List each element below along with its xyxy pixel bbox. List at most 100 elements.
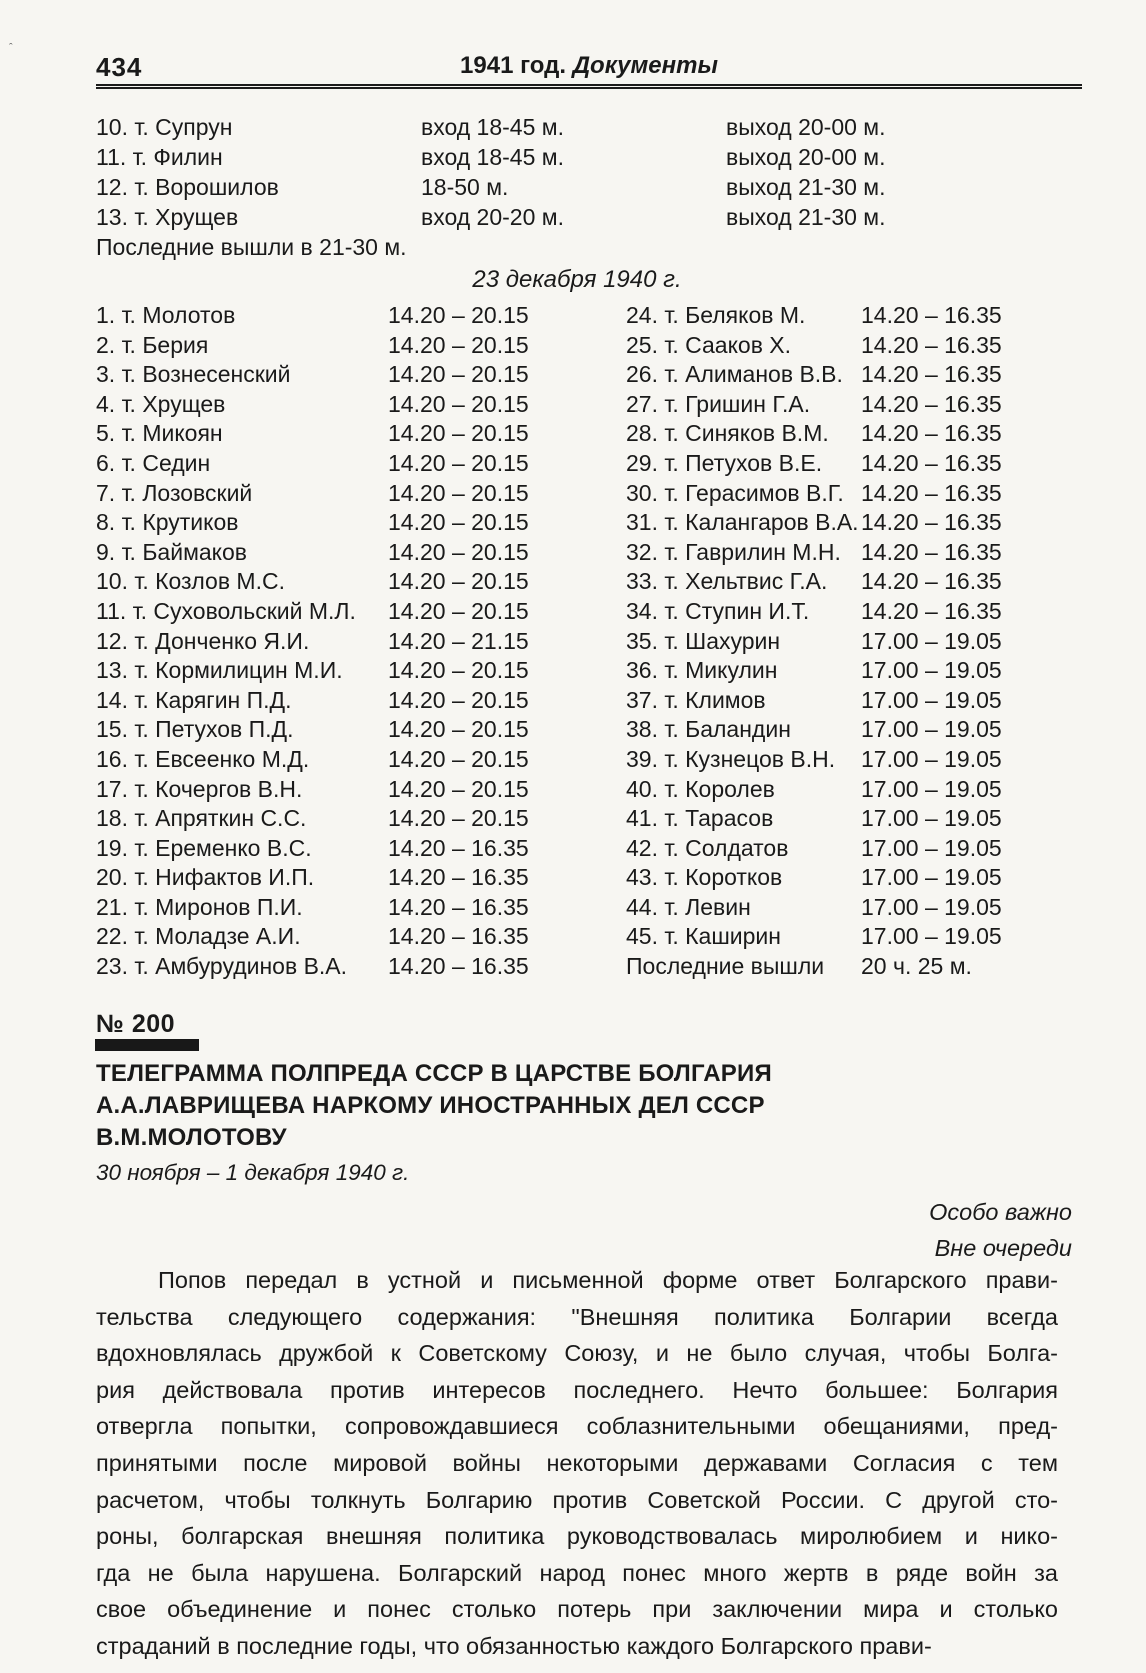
- time-range: 17.00 – 19.05: [861, 775, 1002, 802]
- table-row: Последние вышли 20 ч. 25 м.: [626, 952, 1058, 982]
- table-row: 42. т. Солдатов 17.00 – 19.05: [626, 834, 1058, 864]
- table-row: 4. т. Хрущев 14.20 – 20.15: [96, 390, 621, 420]
- table-row: 23. т. Амбурудинов В.А. 14.20 – 16.35: [96, 952, 621, 982]
- person-name: 6. т. Седин: [96, 449, 211, 476]
- table-row: 11. т. Суховольский М.Л. 14.20 – 20.15: [96, 597, 621, 627]
- person-name: 19. т. Еременко В.С.: [96, 834, 312, 861]
- table-row: 36. т. Микулин 17.00 – 19.05: [626, 656, 1058, 686]
- time-range: 14.20 – 16.35: [861, 509, 1002, 536]
- time-range: 14.20 – 20.15: [388, 449, 529, 476]
- time-range: 17.00 – 19.05: [861, 627, 1002, 654]
- table-row: 32. т. Гаврилин М.Н. 14.20 – 16.35: [626, 538, 1058, 568]
- person-name: 2. т. Берия: [96, 331, 209, 358]
- page-number: 434: [96, 52, 143, 82]
- table-row: 14. т. Карягин П.Д. 14.20 – 20.15: [96, 686, 621, 716]
- table-row: 7. т. Лозовский 14.20 – 20.15: [96, 479, 621, 509]
- time-range: 14.20 – 16.35: [861, 449, 1002, 476]
- exit-time: выход 21-30 м.: [726, 174, 886, 200]
- person-name: 15. т. Петухов П.Д.: [96, 716, 294, 743]
- person-name: 8. т. Крутиков: [96, 509, 239, 536]
- time-range: 14.20 – 16.35: [861, 479, 1002, 506]
- time-range: 17.00 – 19.05: [861, 716, 1002, 743]
- person-name: 13. т. Кормилицин М.И.: [96, 657, 343, 684]
- table-row: 27. т. Гришин Г.А. 14.20 – 16.35: [626, 390, 1058, 420]
- person-name: 13. т. Хрущев: [96, 204, 239, 230]
- person-name: 38. т. Баландин: [626, 716, 791, 743]
- time-range: 14.20 – 16.35: [388, 893, 529, 920]
- table-row: 16. т. Евсеенко М.Д. 14.20 – 20.15: [96, 745, 621, 775]
- table-row: 17. т. Кочергов В.Н. 14.20 – 20.15: [96, 775, 621, 805]
- time-range: 14.20 – 16.35: [388, 923, 529, 950]
- running-title-year: 1941 год.: [460, 52, 567, 79]
- body-text-line: тельства следующего содержания: "Внешняя…: [96, 1303, 1058, 1330]
- time-range: 14.20 – 20.15: [388, 745, 529, 772]
- time-range: 14.20 – 20.15: [388, 597, 529, 624]
- time-range: 14.20 – 20.15: [388, 420, 529, 447]
- table-row: 28. т. Синяков В.М. 14.20 – 16.35: [626, 419, 1058, 449]
- person-name: 12. т. Донченко Я.И.: [96, 627, 310, 654]
- entry-time: вход 20-20 м.: [421, 204, 564, 230]
- person-name: 1. т. Молотов: [96, 302, 236, 328]
- time-range: 17.00 – 19.05: [861, 745, 1002, 772]
- time-range: 14.20 – 16.35: [388, 834, 529, 861]
- time-range: 14.20 – 16.35: [861, 420, 1002, 447]
- time-range: 17.00 – 19.05: [861, 686, 1002, 713]
- entry-time: вход 18-45 м.: [421, 114, 564, 140]
- entry-time: вход 18-45 м.: [421, 144, 564, 170]
- priority-annotation: Вне очереди: [934, 1235, 1072, 1261]
- person-name: 17. т. Кочергов В.Н.: [96, 775, 303, 802]
- priority-annotation: Особо важно: [929, 1199, 1072, 1225]
- person-name: 16. т. Евсеенко М.Д.: [96, 745, 310, 772]
- time-range: 20 ч. 25 м.: [861, 953, 972, 980]
- person-name: 28. т. Синяков В.М.: [626, 420, 829, 447]
- person-name: 5. т. Микоян: [96, 420, 223, 447]
- body-text-line: рия действовала против интересов последн…: [96, 1376, 1058, 1403]
- person-name: 11. т. Филин: [96, 144, 223, 170]
- body-text-line: роны, болгарская внешняя политика руково…: [96, 1523, 1058, 1550]
- time-range: 14.20 – 20.15: [388, 538, 529, 565]
- table-row: 20. т. Нифактов И.П. 14.20 – 16.35: [96, 863, 621, 893]
- table-row: 6. т. Седин 14.20 – 20.15: [96, 449, 621, 479]
- table-row: 31. т. Калангаров В.А. 14.20 – 16.35: [626, 508, 1058, 538]
- header-rule: [96, 84, 1082, 89]
- time-range: 14.20 – 16.35: [861, 568, 1002, 595]
- table-row: 26. т. Алиманов В.В. 14.20 – 16.35: [626, 360, 1058, 390]
- table-row: 3. т. Вознесенский 14.20 – 20.15: [96, 360, 621, 390]
- person-name: 24. т. Беляков М.: [626, 302, 806, 328]
- document-date: 30 ноября – 1 декабря 1940 г.: [96, 1160, 410, 1185]
- time-range: 14.20 – 20.15: [388, 775, 529, 802]
- table-row: 13. т. Кормилицин М.И. 14.20 – 20.15: [96, 656, 621, 686]
- table-row: 10. т. Козлов М.С. 14.20 – 20.15: [96, 567, 621, 597]
- person-name: 41. т. Тарасов: [626, 805, 774, 832]
- person-name: 25. т. Сааков Х.: [626, 331, 792, 358]
- table-row: 43. т. Коротков 17.00 – 19.05: [626, 863, 1058, 893]
- person-name: 27. т. Гришин Г.А.: [626, 390, 811, 417]
- person-name: 30. т. Герасимов В.Г.: [626, 479, 844, 506]
- table-row: 11. т. Филин вход 18-45 м. выход 20-00 м…: [96, 142, 1058, 172]
- person-name: Последние вышли: [626, 953, 825, 980]
- body-text-line: страданий в последние годы, что обязанно…: [96, 1632, 932, 1659]
- time-range: 17.00 – 19.05: [861, 805, 1002, 832]
- table-row: 44. т. Левин 17.00 – 19.05: [626, 893, 1058, 923]
- table-row: 13. т. Хрущев вход 20-20 м. выход 21-30 …: [96, 202, 1058, 232]
- person-name: 3. т. Вознесенский: [96, 361, 291, 388]
- person-name: 44. т. Левин: [626, 893, 751, 920]
- time-range: 17.00 – 19.05: [861, 923, 1002, 950]
- redaction-bar: [95, 1039, 199, 1051]
- person-name: 21. т. Миронов П.И.: [96, 893, 303, 920]
- body-text-line: гда не была нарушена. Болгарский народ п…: [96, 1559, 1058, 1586]
- table-row: 12. т. Ворошилов 18-50 м. выход 21-30 м.: [96, 172, 1058, 202]
- time-range: 14.20 – 20.15: [388, 716, 529, 743]
- person-name: 32. т. Гаврилин М.Н.: [626, 538, 841, 565]
- person-name: 33. т. Хельтвис Г.А.: [626, 568, 828, 595]
- body-text-line: отвергла попытки, сопровождавшиеся собла…: [96, 1413, 1058, 1440]
- body-text-line: вдохновлялась дружбой к Советскому Союзу…: [96, 1340, 1058, 1367]
- person-name: 40. т. Королев: [626, 775, 775, 802]
- person-name: 39. т. Кузнецов В.Н.: [626, 745, 836, 772]
- time-range: 14.20 – 16.35: [861, 597, 1002, 624]
- person-name: 34. т. Ступин И.Т.: [626, 597, 810, 624]
- time-range: 14.20 – 20.15: [388, 568, 529, 595]
- table-row: 12. т. Донченко Я.И. 14.20 – 21.15: [96, 627, 621, 657]
- person-name: 36. т. Микулин: [626, 657, 778, 684]
